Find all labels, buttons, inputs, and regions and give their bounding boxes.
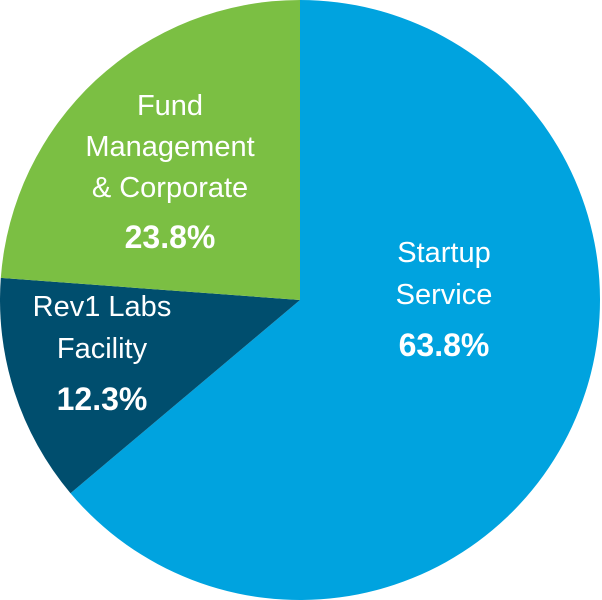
slice-value-2: 12.3%: [57, 381, 148, 417]
slice-label-3: Fund Management & Corporate: [85, 90, 254, 204]
slice-label-1: Startup Service: [396, 237, 493, 311]
slice-label-line: Rev1 Labs: [33, 291, 172, 323]
slice-label-group-2: Rev1 Labs Facility 12.3%: [33, 291, 172, 417]
pie-labels: Startup Service 63.8% Rev1 Labs Facility 12.3…: [33, 90, 493, 417]
slice-value-3: 23.8%: [125, 219, 216, 255]
slice-label-line: Fund: [137, 90, 203, 122]
slice-label-line: & Corporate: [92, 172, 248, 204]
pie-slice-1: [70, 0, 600, 600]
pie-slice-3: [0, 0, 300, 300]
slice-value-1: 63.8%: [399, 327, 490, 363]
slice-label-line: Startup: [397, 237, 491, 269]
slice-label-group-3: Fund Management & Corporate 23.8%: [85, 90, 254, 255]
pie-slice-2: [0, 277, 300, 494]
slice-label-group-1: Startup Service 63.8%: [396, 237, 493, 363]
slice-label-2: Rev1 Labs Facility: [33, 291, 172, 365]
slice-label-line: Management: [85, 131, 254, 163]
slice-label-line: Facility: [57, 333, 148, 365]
slice-label-line: Service: [396, 279, 493, 311]
